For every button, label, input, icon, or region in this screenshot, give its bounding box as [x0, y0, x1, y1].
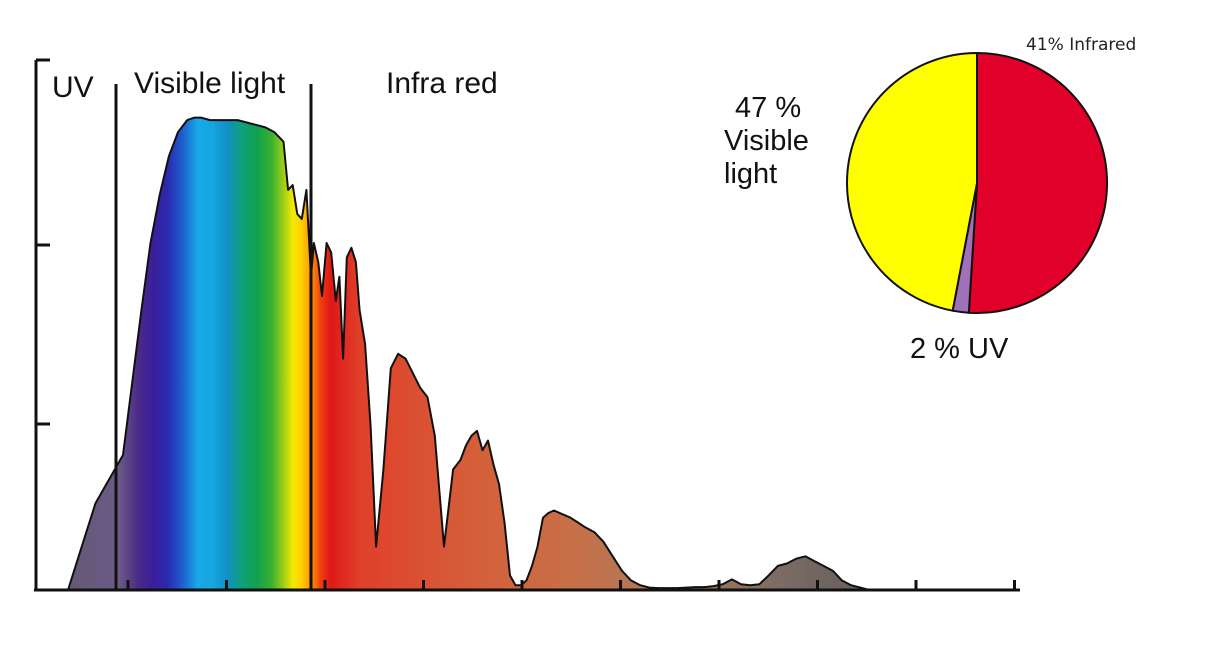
pie-label-visible-line-3: light — [724, 158, 777, 190]
spectrum-plot: UV Visible light Infra red — [34, 58, 1020, 592]
y-axis-ticks — [36, 243, 50, 426]
energy-share-pie: 41% Infrared 2 % UV 47 % Visible light — [724, 35, 1136, 365]
spectrum-area — [67, 116, 948, 591]
region-label-visible: Visible light — [134, 67, 286, 100]
pie-slice-visible-light — [845, 51, 978, 312]
pie-label-uv: 2 % UV — [910, 333, 1009, 365]
region-label-infrared: Infra red — [386, 67, 498, 100]
pie-label-visible-line-2: Visible — [724, 125, 809, 157]
pie-label-visible: 47 % Visible light — [724, 92, 817, 190]
region-label-uv: UV — [52, 71, 94, 104]
pie-label-infrared: 41% Infrared — [1026, 35, 1136, 55]
pie-slices — [845, 51, 1108, 314]
pie-label-visible-line-1: 47 % — [735, 92, 801, 124]
pie-slice-infrared — [967, 51, 1108, 314]
x-axis-ticks — [126, 580, 1016, 590]
region-divider-lines — [114, 84, 313, 590]
